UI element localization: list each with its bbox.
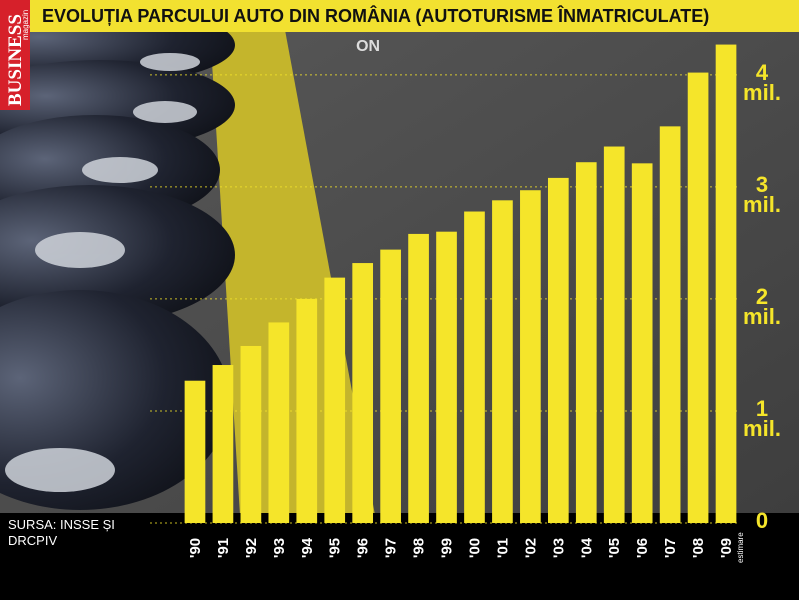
bar <box>240 345 262 523</box>
bar <box>408 233 429 523</box>
x-tick-label: '08 <box>690 538 707 558</box>
x-tick-label: '07 <box>662 538 679 558</box>
x-tick-label: '95 <box>327 538 344 558</box>
bar <box>575 162 597 524</box>
bar <box>687 72 709 523</box>
bar <box>380 249 401 524</box>
x-tick-label: '93 <box>271 538 288 558</box>
bar <box>520 190 541 523</box>
annotation: estimare <box>736 532 745 563</box>
x-tick-label: '97 <box>383 538 400 558</box>
y-tick-label: 2 mil. <box>743 283 781 329</box>
y-tick-label: 0 <box>755 508 769 533</box>
bar <box>212 365 234 523</box>
x-tick-label: '09 <box>718 538 735 558</box>
bar <box>464 211 485 523</box>
source-note: SURSA: INSSE ȘI DRCPIV <box>8 517 115 548</box>
bar <box>184 380 206 523</box>
x-tick-label: '96 <box>355 538 372 558</box>
bar <box>631 163 653 523</box>
bar <box>268 322 290 523</box>
logo-name: BUSINESS <box>5 14 26 106</box>
bar <box>352 263 374 523</box>
x-tick-label: '02 <box>522 538 539 558</box>
x-tick-label: '90 <box>187 538 204 558</box>
y-tick-label: 4 mil. <box>743 59 781 105</box>
x-tick-label: '99 <box>439 538 456 558</box>
x-tick-label: '03 <box>550 538 567 558</box>
footer-band <box>0 513 799 600</box>
title-bar <box>30 0 799 32</box>
y-tick-label: 3 mil. <box>743 171 781 217</box>
bar <box>603 146 625 523</box>
bar <box>296 298 318 523</box>
logo-tagline: magazin <box>21 10 30 40</box>
logo <box>0 0 30 110</box>
bar <box>659 126 681 523</box>
svg-text:NO: NO <box>356 36 380 53</box>
x-tick-label: '04 <box>578 537 595 558</box>
x-tick-label: '94 <box>299 537 316 558</box>
x-tick-label: '98 <box>411 538 428 558</box>
x-tick-label: '91 <box>215 538 232 558</box>
y-tick-label: 1 mil. <box>743 395 781 441</box>
x-tick-label: '00 <box>466 538 483 558</box>
x-tick-label: '06 <box>634 538 651 558</box>
bar <box>324 277 346 523</box>
bar <box>547 177 569 523</box>
bar <box>492 200 513 524</box>
bar <box>715 44 737 523</box>
chart-title: EVOLUȚIA PARCULUI AUTO DIN ROMÂNIA (AUTO… <box>42 5 709 26</box>
x-tick-label: '05 <box>606 538 623 558</box>
x-tick-label: '01 <box>494 538 511 558</box>
x-tick-label: '92 <box>243 538 260 558</box>
bar <box>436 231 457 523</box>
